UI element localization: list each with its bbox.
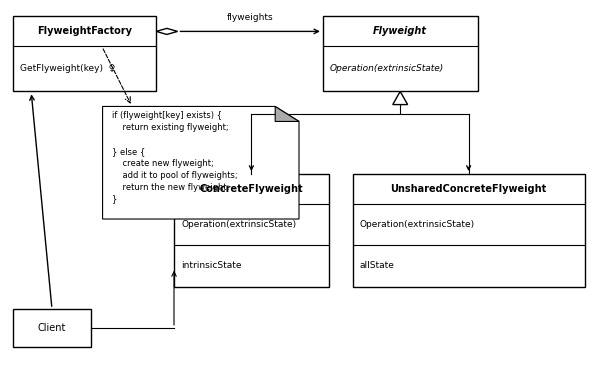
Polygon shape	[275, 107, 299, 121]
Text: Operation(extrinsicState): Operation(extrinsicState)	[360, 220, 475, 229]
Text: create new flyweight;: create new flyweight;	[111, 159, 213, 168]
Text: if (flyweight[key] exists) {: if (flyweight[key] exists) {	[111, 112, 221, 121]
Text: add it to pool of flyweights;: add it to pool of flyweights;	[111, 171, 237, 180]
Text: return the new flyweight;: return the new flyweight;	[111, 183, 229, 192]
Bar	[13, 16, 156, 91]
Text: GetFlyweight(key)  ♀: GetFlyweight(key) ♀	[20, 64, 116, 73]
Text: flyweights: flyweights	[227, 13, 273, 22]
Text: } else {: } else {	[111, 147, 145, 156]
Text: Client: Client	[38, 323, 66, 333]
Text: Flyweight: Flyweight	[373, 26, 427, 36]
Text: FlyweightFactory: FlyweightFactory	[37, 26, 132, 36]
Text: UnsharedConcreteFlyweight: UnsharedConcreteFlyweight	[390, 184, 547, 194]
Text: Operation(extrinsicState): Operation(extrinsicState)	[181, 220, 296, 229]
Text: ConcreteFlyweight: ConcreteFlyweight	[200, 184, 303, 194]
Text: }: }	[111, 194, 117, 203]
Text: Operation(extrinsicState): Operation(extrinsicState)	[330, 64, 444, 73]
Bar	[174, 174, 329, 287]
Bar	[13, 309, 91, 347]
Polygon shape	[393, 91, 408, 105]
Polygon shape	[103, 107, 299, 219]
Polygon shape	[156, 28, 178, 34]
Bar	[353, 174, 585, 287]
Text: allState: allState	[360, 262, 395, 270]
Bar	[323, 16, 478, 91]
Text: return existing flyweight;: return existing flyweight;	[111, 123, 228, 132]
Text: intrinsicState: intrinsicState	[181, 262, 242, 270]
